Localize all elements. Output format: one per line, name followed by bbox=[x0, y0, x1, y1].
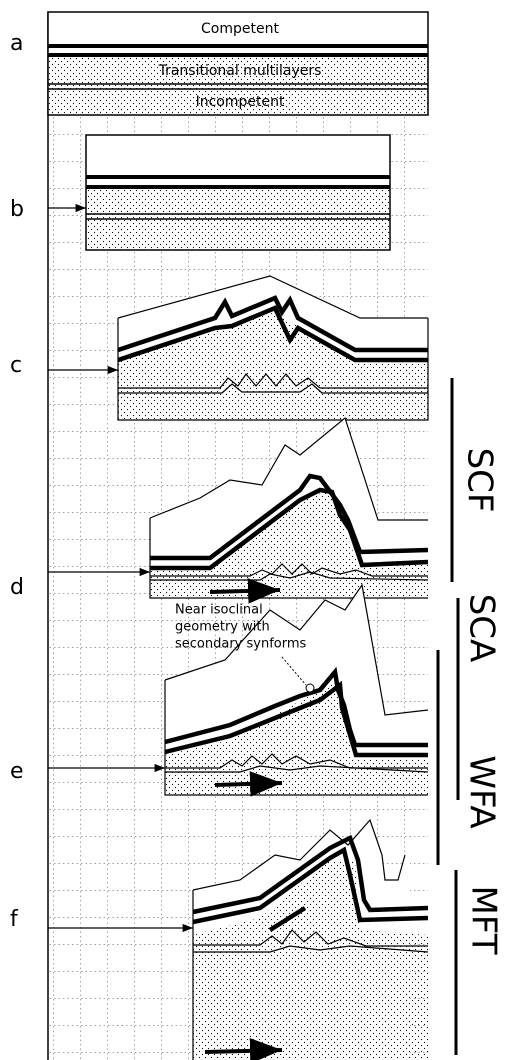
panel-f bbox=[48, 818, 429, 1060]
panel-label: f bbox=[10, 907, 19, 932]
annotation-line: Near isoclinal bbox=[175, 603, 263, 618]
panel-label: a bbox=[10, 31, 23, 56]
legend-transitional: Transitional multilayers bbox=[158, 63, 322, 79]
panel-e bbox=[48, 583, 429, 797]
panel-label: c bbox=[10, 353, 22, 378]
stage-label: SCA bbox=[462, 594, 502, 663]
panel-c bbox=[48, 275, 429, 421]
annotation-line: geometry with bbox=[175, 620, 270, 635]
legend-competent: Competent bbox=[201, 21, 279, 37]
panel-label: e bbox=[10, 759, 24, 784]
panel-d bbox=[48, 416, 429, 604]
stage-label: WFA bbox=[462, 755, 502, 828]
stage-label: MFT bbox=[464, 885, 504, 954]
annotation: Near isoclinal geometry with secondary s… bbox=[175, 603, 307, 652]
panel-b bbox=[48, 134, 391, 251]
stages: SCF SCA WFA MFT bbox=[436, 378, 504, 1055]
panel-a: Competent Transitional multilayers Incom… bbox=[47, 11, 429, 116]
stage-label: SCF bbox=[460, 448, 500, 513]
annotation-line: secondary synforms bbox=[175, 637, 307, 652]
panel-label: d bbox=[10, 575, 24, 600]
legend-incompetent: Incompetent bbox=[196, 94, 285, 110]
panel-label: b bbox=[10, 197, 24, 222]
